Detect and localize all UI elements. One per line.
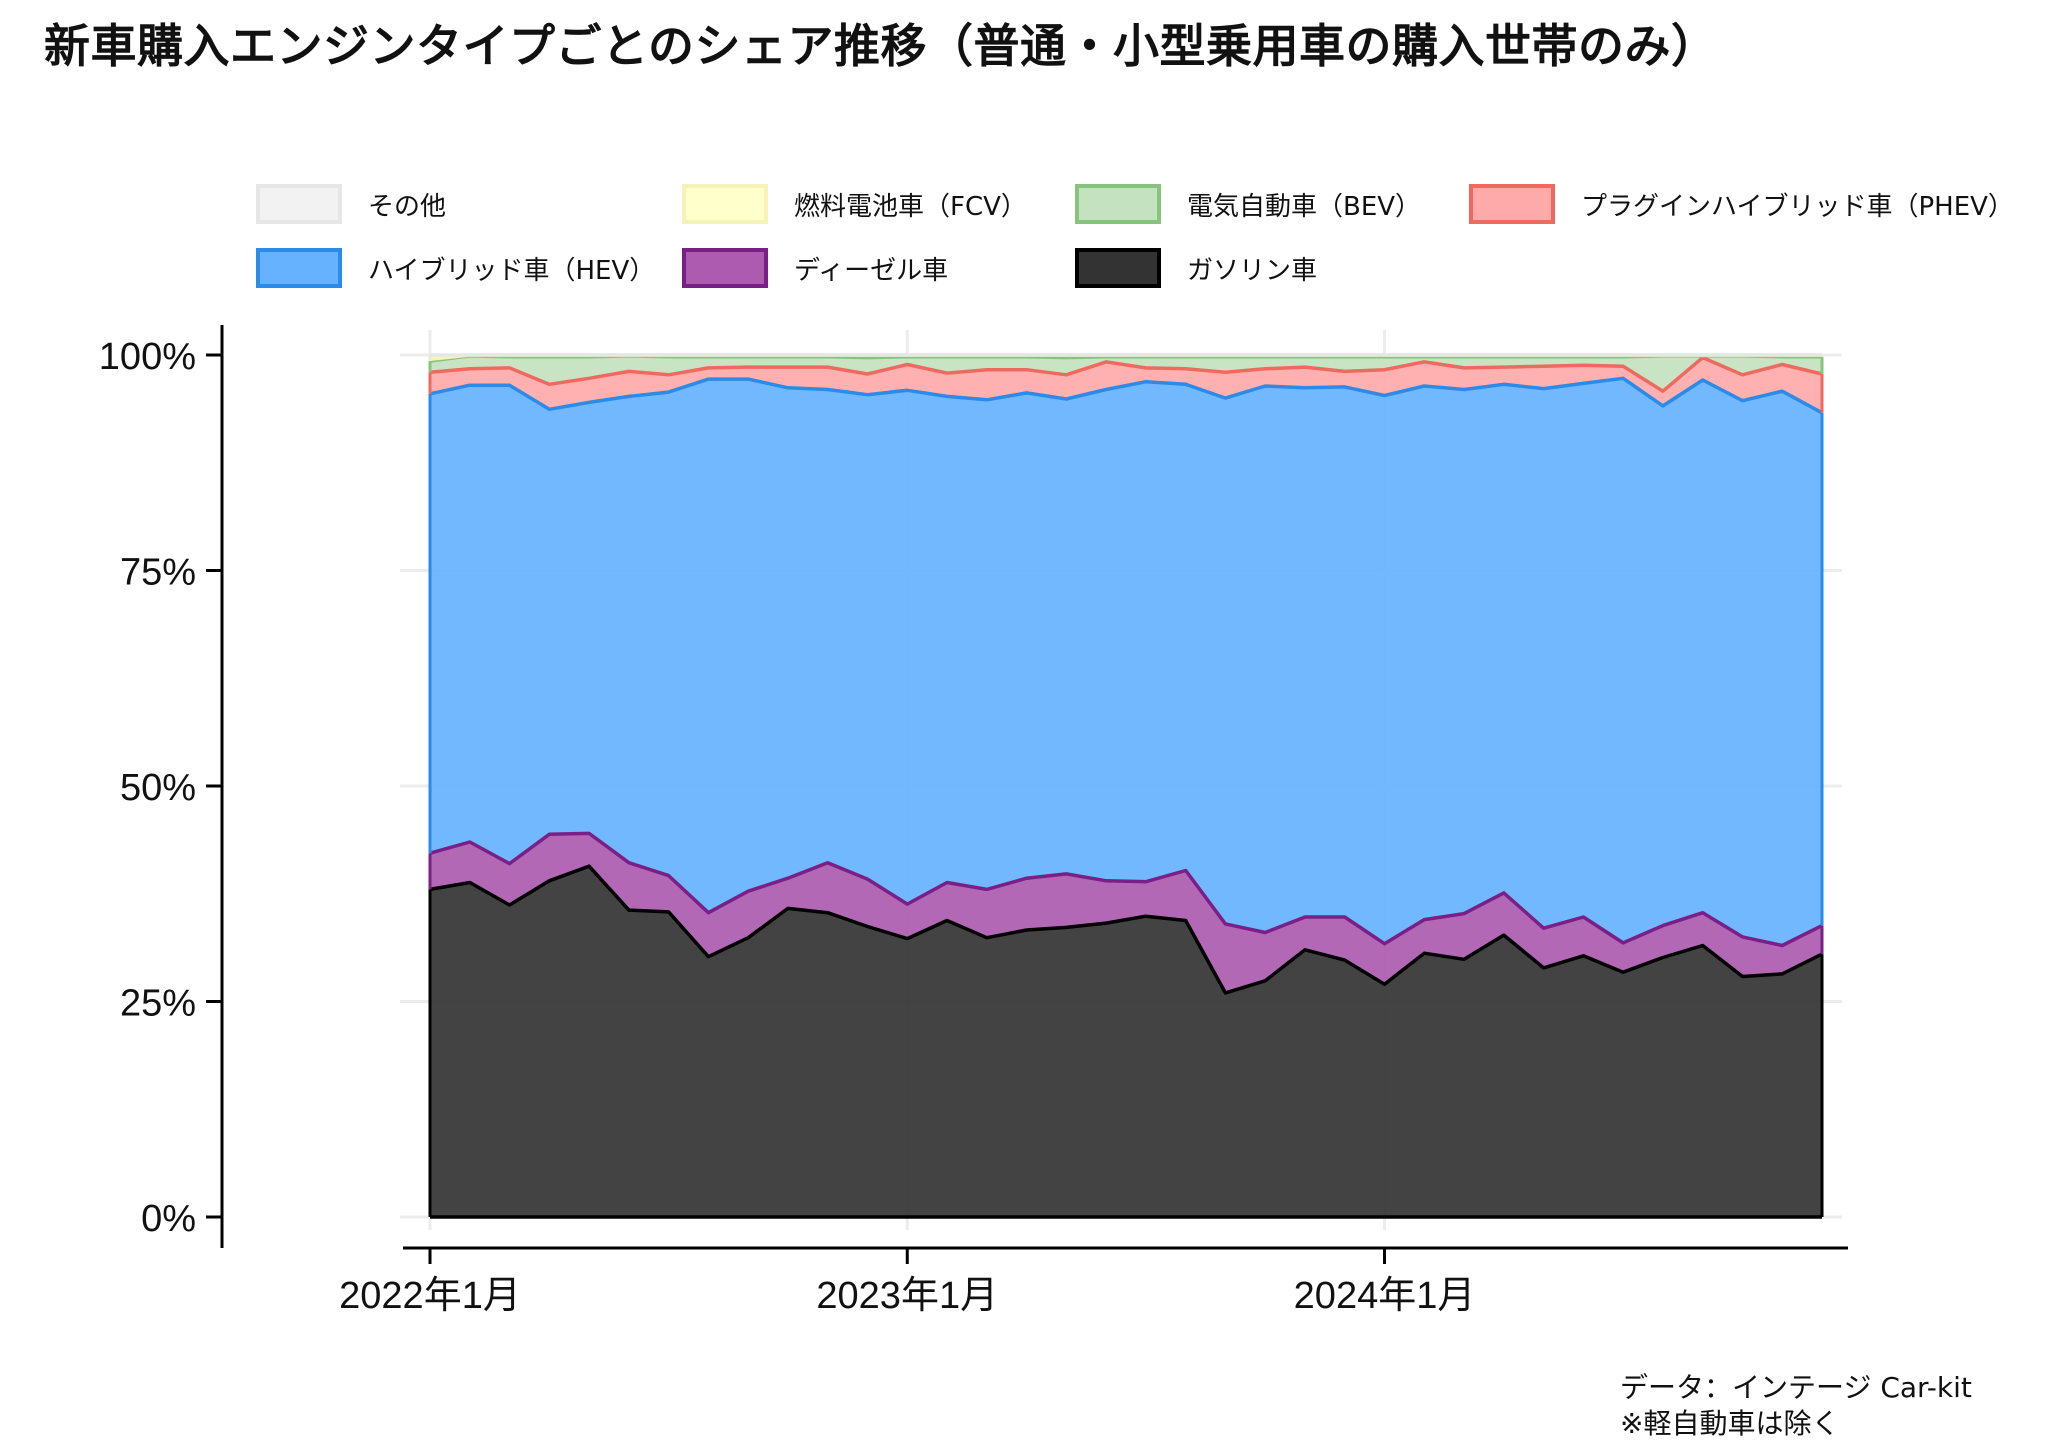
legend-label-diesel: ディーゼル車: [794, 255, 949, 286]
legend-label-phev: プラグインハイブリッド車（PHEV）: [1581, 191, 2014, 222]
x-tick-label: 2022年1月: [339, 1275, 521, 1317]
legend-item-fcv: 燃料電池車（FCV）: [682, 182, 1027, 226]
legend-label-gasoline: ガソリン車: [1187, 255, 1318, 286]
line-diesel: [429, 831, 1823, 948]
y-tick-label: 100%: [99, 336, 196, 378]
y-tick-label: 25%: [120, 983, 196, 1025]
axes: 0% 25% 50% 75% 100% 2022年1月 2023年1月 2024年1月: [99, 325, 1848, 1317]
legend-swatch-other: [256, 184, 342, 224]
y-tick-label: 75%: [120, 552, 196, 594]
line-hev: [429, 376, 1823, 415]
legend-item-hev: ハイブリッド車（HEV）: [256, 246, 655, 290]
legend-label-fcv: 燃料電池車（FCV）: [794, 191, 1027, 222]
legend-swatch-phev: [1469, 184, 1555, 224]
x-tick-label: 2024年1月: [1294, 1275, 1476, 1317]
chart-title: 新車購入エンジンタイプごとのシェア推移（普通・小型乗用車の購入世帯のみ）: [44, 19, 1718, 73]
legend-swatch-gasoline: [1075, 248, 1161, 288]
legend-swatch-diesel: [682, 248, 768, 288]
area-series: [428, 353, 1824, 1219]
source-line: データ：インテージ Car-kit: [1620, 1371, 1972, 1404]
legend-label-bev: 電気自動車（BEV）: [1187, 191, 1422, 222]
legend-swatch-bev: [1075, 184, 1161, 224]
legend-swatch-hev: [256, 248, 342, 288]
legend-item-phev: プラグインハイブリッド車（PHEV）: [1469, 182, 2014, 226]
legend-label-hev: ハイブリッド車（HEV）: [368, 255, 656, 286]
legend-item-bev: 電気自動車（BEV）: [1075, 182, 1421, 226]
line-phev: [429, 355, 1823, 393]
line-gasoline: [429, 864, 1823, 995]
legend-item-gasoline: ガソリン車: [1075, 246, 1317, 290]
area-hev: [430, 378, 1822, 946]
y-tick-label: 50%: [120, 767, 196, 809]
y-tick-label: 0%: [141, 1198, 196, 1240]
legend-item-other: その他: [256, 182, 446, 226]
legend-label-other: その他: [368, 191, 447, 222]
legend: その他 燃料電池車（FCV） 電気自動車（BEV） プラグインハイブリッド車（PHEV…: [0, 0, 2048, 300]
legend-swatch-fcv: [682, 184, 768, 224]
source-note: データ：インテージ Car-kit ※軽自動車は除く: [1620, 1370, 1972, 1442]
area-bev: [430, 355, 1822, 392]
source-footnote: ※軽自動車は除く: [1620, 1407, 1840, 1440]
legend-item-diesel: ディーゼル車: [682, 246, 948, 290]
x-tick-label: 2023年1月: [816, 1275, 998, 1317]
